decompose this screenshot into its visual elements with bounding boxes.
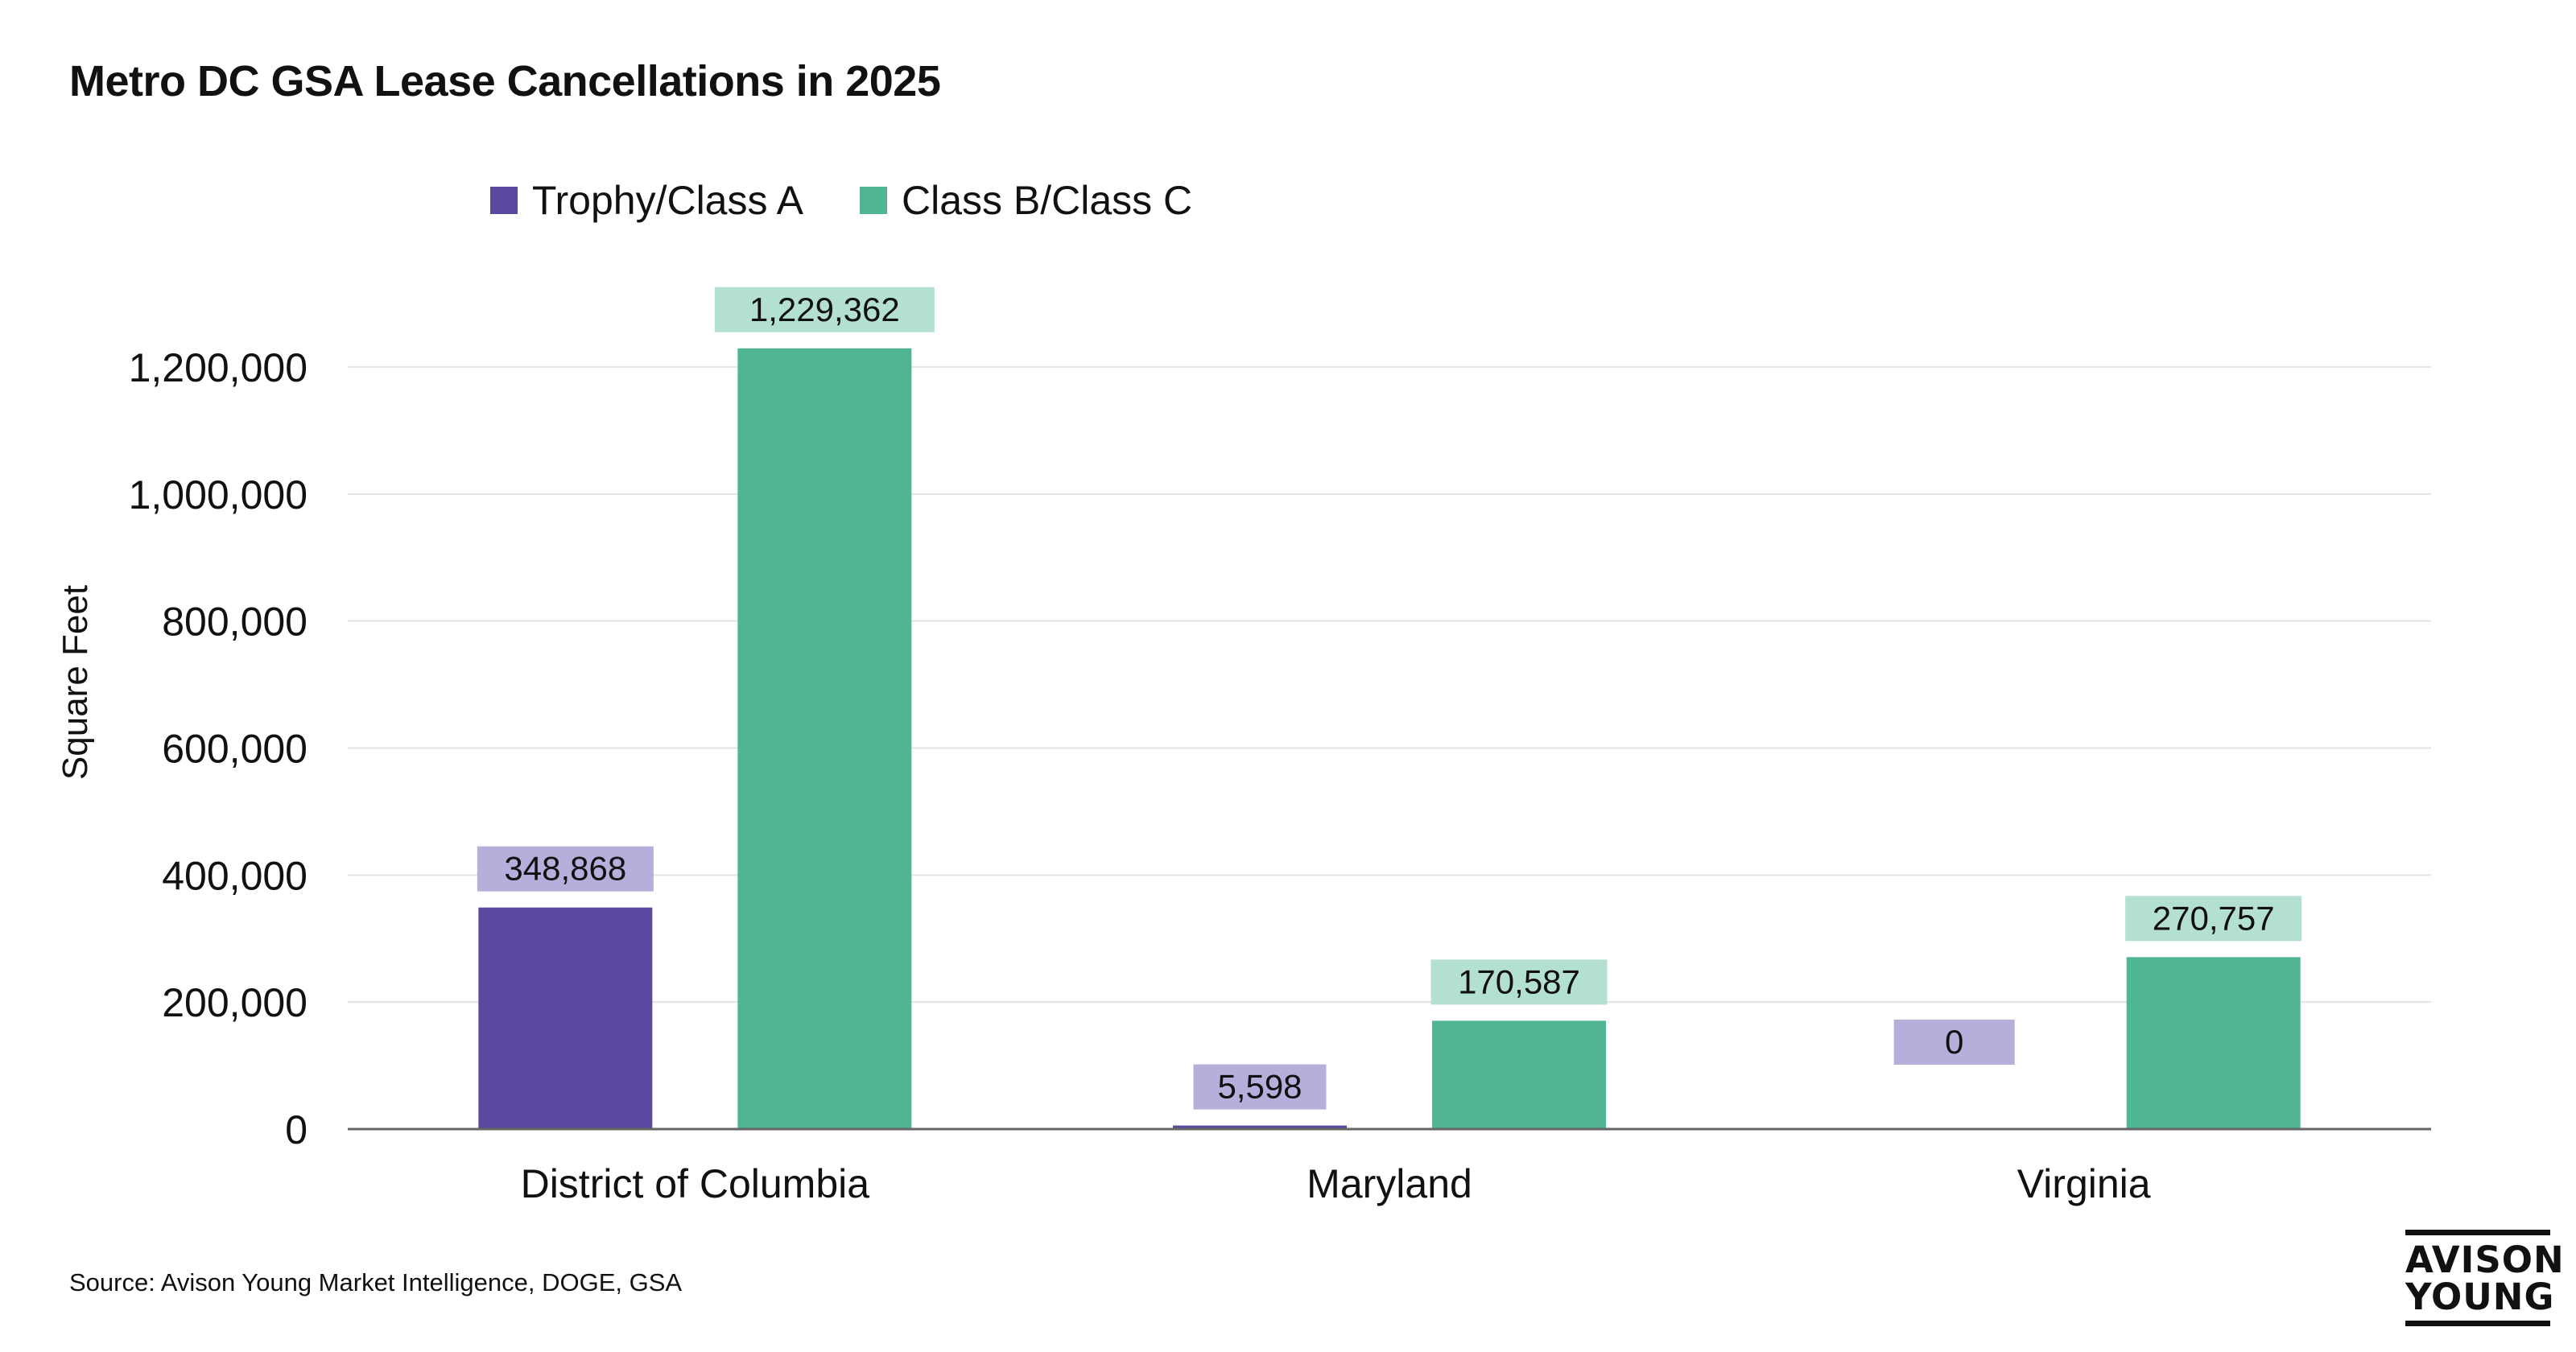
legend-swatch-classb (859, 187, 887, 214)
legend-label-classb: Class B/Class C (901, 178, 1193, 223)
y-tick-label: 800,000 (162, 600, 308, 645)
bar (478, 907, 653, 1129)
data-label: 270,757 (2153, 899, 2275, 937)
chart-title: Metro DC GSA Lease Cancellations in 2025 (69, 57, 941, 105)
legend-label-trophy: Trophy/Class A (531, 178, 803, 223)
x-tick-label: Maryland (1307, 1161, 1472, 1206)
bar (1432, 1020, 1606, 1129)
data-label: 5,598 (1217, 1068, 1302, 1106)
y-tick-label: 1,000,000 (129, 472, 308, 517)
data-label-box (1193, 1064, 1327, 1110)
y-tick-label: 0 (285, 1107, 308, 1152)
x-tick-label: Virginia (2017, 1161, 2151, 1206)
bar (737, 348, 912, 1129)
y-tick-label: 400,000 (162, 853, 308, 898)
data-label-box (2125, 896, 2302, 942)
data-label: 170,587 (1458, 962, 1580, 1000)
data-label-box (1430, 959, 1608, 1005)
data-label: 348,868 (504, 850, 626, 888)
legend: Trophy/Class A Class B/Class C (0, 177, 1682, 224)
data-label: 0 (1945, 1023, 1963, 1061)
data-label-box (477, 846, 654, 892)
avison-young-logo: AVISON YOUNG (2405, 1230, 2565, 1326)
x-tick-label: District of Columbia (521, 1161, 870, 1206)
bar (1173, 1125, 1347, 1129)
data-label-box (1893, 1020, 2015, 1065)
legend-item-trophy: Trophy/Class A (489, 177, 803, 224)
y-tick-label: 600,000 (162, 727, 308, 772)
logo-line-1: AVISON (2405, 1239, 2565, 1281)
legend-swatch-trophy (489, 187, 518, 214)
y-tick-label: 1,200,000 (129, 345, 308, 390)
logo-line-2: YOUNG (2405, 1276, 2555, 1318)
data-label: 1,229,362 (749, 291, 900, 328)
y-axis-title: Square Feet (56, 585, 95, 780)
legend-item-classb: Class B/Class C (859, 177, 1193, 224)
source-note: Source: Avison Young Market Intelligence… (69, 1268, 683, 1296)
data-label-box (714, 286, 935, 332)
bar (2126, 957, 2301, 1129)
y-tick-label: 200,000 (162, 980, 308, 1025)
